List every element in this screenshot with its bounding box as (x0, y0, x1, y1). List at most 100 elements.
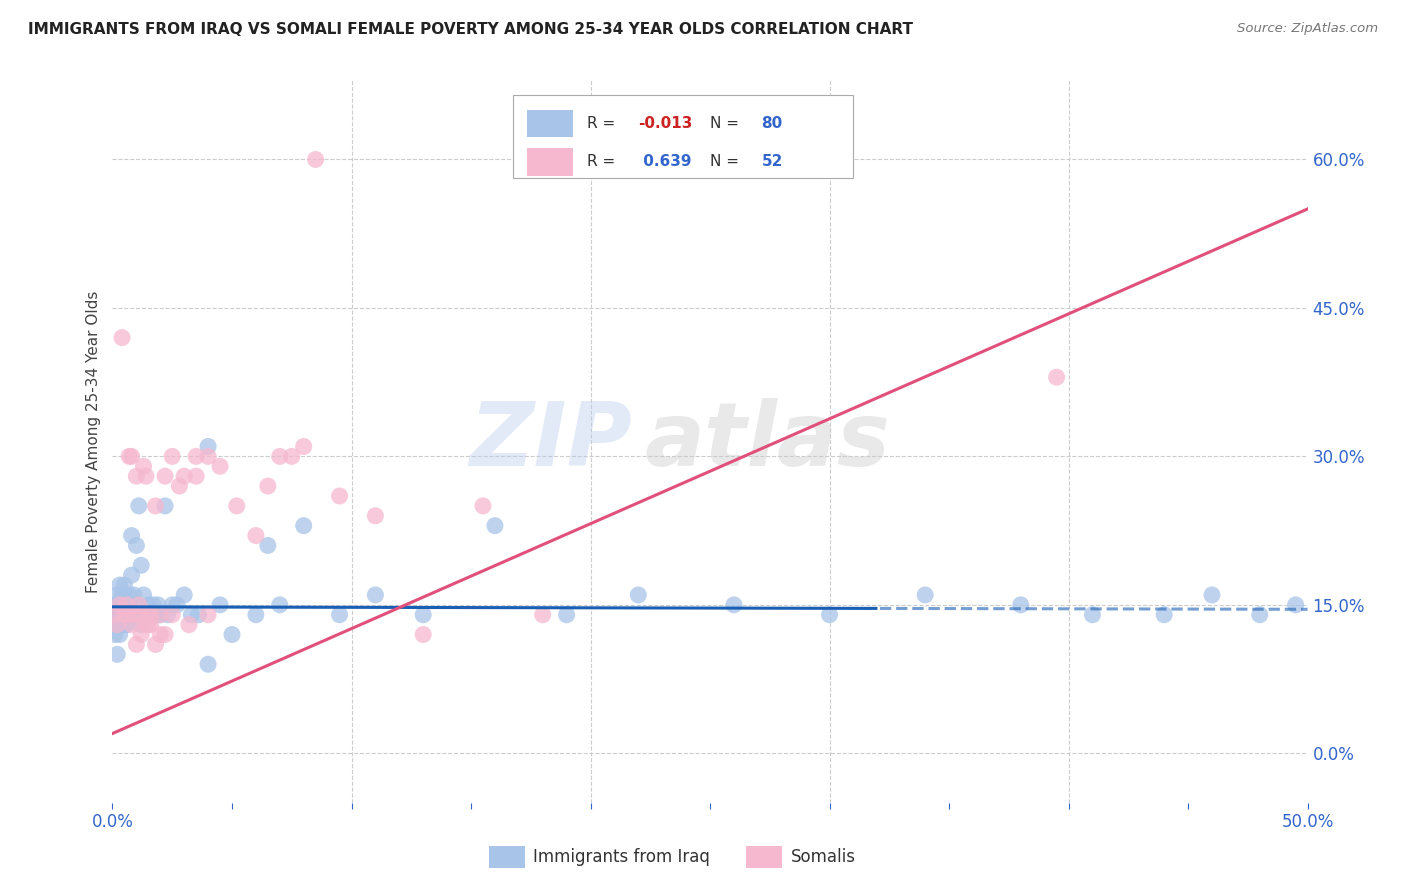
Point (149, 607, 172, 622)
Point (818, 607, 841, 622)
Point (245, 528, 267, 542)
Point (1249, 607, 1271, 622)
Point (292, 518, 315, 533)
Text: N =: N = (710, 154, 744, 169)
Point (153, 499, 176, 513)
Point (180, 607, 202, 622)
Point (111, 607, 134, 622)
Point (115, 607, 138, 622)
Point (114, 607, 135, 622)
Point (105, 617, 128, 632)
Point (108, 578, 131, 592)
Point (118, 588, 141, 602)
FancyBboxPatch shape (513, 95, 853, 178)
Point (129, 627, 152, 641)
Point (412, 607, 434, 622)
Point (281, 450, 304, 464)
Point (108, 627, 131, 641)
Point (162, 598, 183, 612)
Point (627, 588, 650, 602)
Point (125, 637, 148, 651)
Point (197, 450, 219, 464)
Y-axis label: Female Poverty Among 25-34 Year Olds: Female Poverty Among 25-34 Year Olds (86, 291, 101, 592)
Point (128, 598, 150, 612)
Point (104, 627, 127, 641)
Point (114, 588, 135, 602)
Point (1046, 370, 1069, 384)
Text: -0.013: -0.013 (638, 116, 693, 131)
Point (125, 539, 148, 553)
Point (269, 450, 291, 464)
Point (108, 617, 131, 632)
Point (138, 607, 160, 622)
Point (135, 469, 157, 483)
Point (197, 607, 219, 622)
Point (1010, 598, 1032, 612)
Text: Source: ZipAtlas.com: Source: ZipAtlas.com (1237, 22, 1378, 36)
Point (257, 539, 280, 553)
Point (115, 598, 138, 612)
Point (132, 459, 155, 474)
Point (105, 588, 128, 602)
Point (104, 607, 127, 622)
Point (105, 648, 128, 662)
Text: 0.639: 0.639 (638, 154, 692, 169)
Point (142, 598, 165, 612)
Point (115, 617, 138, 632)
FancyBboxPatch shape (527, 148, 572, 176)
Point (472, 499, 495, 513)
Point (484, 518, 506, 533)
Point (121, 568, 143, 582)
Point (115, 607, 138, 622)
Point (129, 558, 152, 573)
Point (128, 607, 150, 622)
Point (145, 607, 167, 622)
Point (114, 578, 135, 592)
Point (135, 607, 157, 622)
Point (139, 617, 162, 632)
Point (104, 598, 127, 612)
Point (177, 617, 200, 632)
Point (129, 617, 152, 632)
Point (105, 617, 128, 632)
Point (118, 450, 141, 464)
Point (166, 598, 188, 612)
Point (245, 607, 267, 622)
Point (173, 469, 195, 483)
Point (114, 607, 135, 622)
Text: IMMIGRANTS FROM IRAQ VS SOMALI FEMALE POVERTY AMONG 25-34 YEAR OLDS CORRELATION : IMMIGRANTS FROM IRAQ VS SOMALI FEMALE PO… (28, 22, 912, 37)
FancyBboxPatch shape (747, 847, 782, 868)
Text: N =: N = (710, 116, 744, 131)
Point (162, 607, 183, 622)
Point (329, 607, 352, 622)
Point (138, 598, 160, 612)
Point (108, 598, 131, 612)
Point (269, 598, 291, 612)
Point (1081, 607, 1104, 622)
Point (105, 607, 128, 622)
Point (114, 598, 135, 612)
Point (169, 479, 191, 493)
Point (364, 588, 387, 602)
Text: Somalis: Somalis (792, 848, 856, 866)
Text: 80: 80 (762, 116, 783, 131)
Point (225, 499, 247, 513)
Point (146, 598, 169, 612)
Point (173, 588, 195, 602)
Text: ZIP: ZIP (470, 398, 633, 485)
Point (329, 489, 352, 503)
Point (108, 607, 131, 622)
FancyBboxPatch shape (489, 847, 524, 868)
Point (122, 607, 145, 622)
Point (115, 598, 138, 612)
Point (108, 598, 131, 612)
Point (364, 508, 387, 523)
Point (162, 450, 183, 464)
Point (125, 607, 148, 622)
Point (723, 598, 745, 612)
Text: R =: R = (586, 116, 620, 131)
Text: Immigrants from Iraq: Immigrants from Iraq (533, 848, 710, 866)
Point (1201, 588, 1223, 602)
Point (914, 588, 936, 602)
Point (153, 627, 176, 641)
